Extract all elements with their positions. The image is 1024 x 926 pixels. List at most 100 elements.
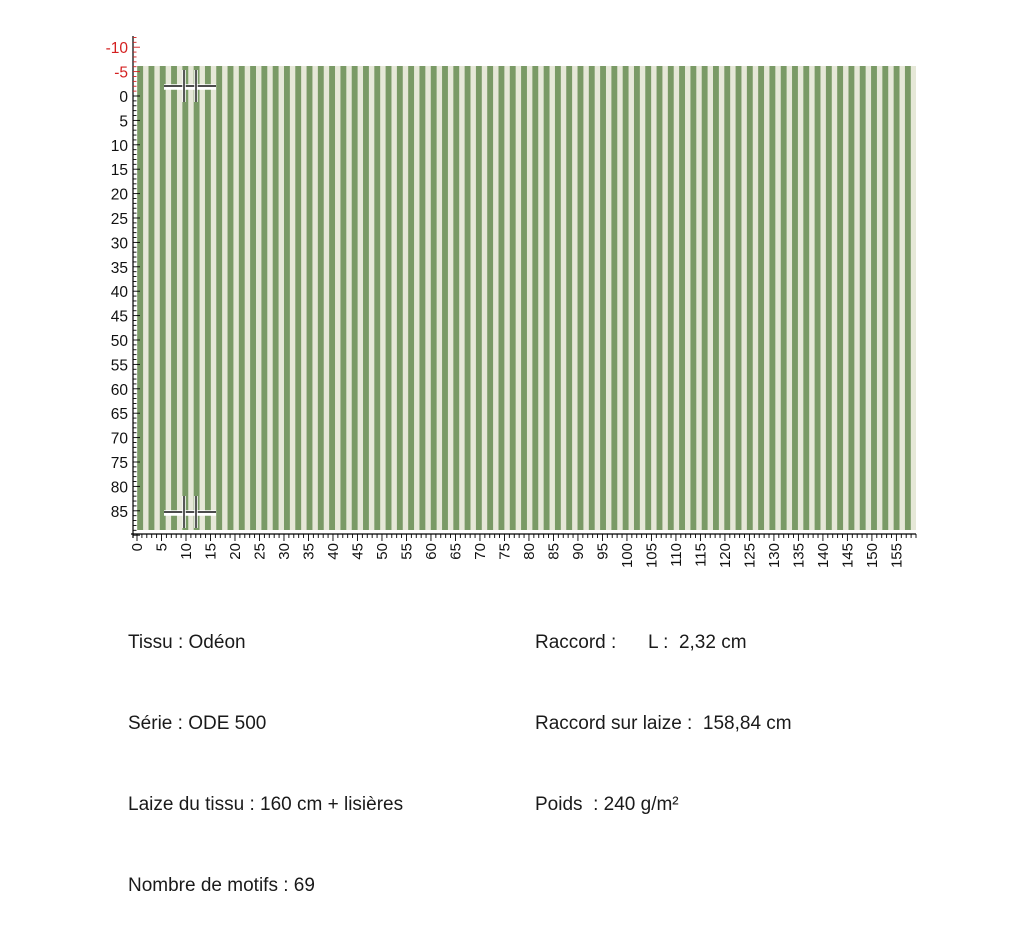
horizontal-tick-label: 155	[888, 543, 905, 568]
stripe-green	[690, 66, 697, 530]
vertical-tick-label: 30	[111, 235, 129, 252]
horizontal-tick-label: 95	[594, 543, 611, 560]
stripe-green	[306, 66, 313, 530]
stripe-green	[656, 66, 663, 530]
stripe-green	[611, 66, 618, 530]
stripe-green	[803, 66, 810, 530]
crosshair-top-left-icon	[164, 70, 216, 102]
stripe-green	[193, 66, 200, 530]
horizontal-tick-label: 25	[251, 543, 268, 560]
stripe-green	[509, 66, 516, 530]
stripe-green	[566, 66, 573, 530]
fabric-series: Série : ODE 500	[128, 713, 267, 734]
vertical-tick-label: 25	[111, 211, 128, 228]
stripe-green	[385, 66, 392, 530]
stripe-green	[769, 66, 776, 530]
fabric-width: Laize du tissu : 160 cm + lisières	[128, 794, 404, 815]
stripe-green	[837, 66, 844, 530]
stripe-green	[848, 66, 855, 530]
stripe-green	[261, 66, 268, 530]
horizontal-tick-label: 50	[374, 543, 391, 560]
stripe-green	[487, 66, 494, 530]
vertical-tick-label: 65	[111, 406, 128, 423]
stripe-green	[645, 66, 652, 530]
stripe-green	[746, 66, 753, 530]
vertical-tick-label: 0	[119, 89, 128, 106]
stripe-green	[600, 66, 606, 530]
stripe-green	[679, 66, 686, 530]
repeat-on-width: Raccord sur laize : 158,84 cm	[535, 713, 792, 734]
stripe-green	[543, 66, 550, 530]
horizontal-tick-label: 5	[153, 543, 170, 551]
stripe-green	[204, 66, 211, 530]
fabric-sheet: -10-50510152025303540455055606570758085 …	[106, 36, 917, 568]
horizontal-tick-label: 75	[496, 543, 513, 560]
vertical-tick-label: 10	[111, 138, 129, 155]
stripe-green	[351, 66, 358, 530]
vertical-ruler: -10 -5 0 5 10 15 20 25 30 35 40 45 50 55 60 65 70 75 80 85	[106, 36, 140, 538]
stripe-green	[633, 66, 640, 530]
vertical-tick-label: -10	[106, 40, 129, 57]
fabric-weight: Poids : 240 g/m²	[535, 794, 679, 815]
stripe-green	[272, 66, 279, 530]
pattern-repeat: Raccord : L : 2,32 cm	[535, 632, 747, 653]
horizontal-tick-label: 0	[129, 543, 146, 551]
horizontal-tick-label: 150	[864, 543, 881, 568]
stripe-green	[159, 66, 166, 530]
stripe-green	[667, 66, 674, 530]
horizontal-tick-label: 80	[521, 543, 538, 560]
horizontal-ruler: 0 5 10 15 20 25 30 35 40 45 50 55 60 65 70 75 80 85 90 95 10…	[129, 533, 917, 568]
stripe-green	[904, 66, 911, 530]
stripe-green	[577, 66, 584, 530]
horizontal-tick-label: 65	[447, 543, 464, 560]
stripe-green	[396, 66, 403, 530]
horizontal-tick-label: 100	[619, 543, 636, 568]
stripe-green	[588, 66, 595, 530]
horizontal-tick-label: 35	[300, 543, 317, 560]
stripe-green	[825, 66, 832, 530]
horizontal-tick-label: 10	[178, 543, 195, 560]
stripe-green	[498, 66, 505, 530]
stripe-green	[758, 66, 765, 530]
vertical-tick-label: 85	[111, 504, 128, 521]
stripe-green	[148, 66, 155, 530]
fabric-info-left: Tissu : Odéon Série : ODE 500 Laize du t…	[128, 575, 403, 926]
horizontal-tick-label: 140	[815, 543, 832, 568]
vertical-tick-label: 55	[111, 357, 128, 374]
vertical-tick-label: 5	[119, 113, 128, 130]
stripe-green	[216, 66, 223, 530]
vertical-tick-label: 15	[111, 162, 128, 179]
stripe-green	[713, 66, 719, 530]
stripe-green	[475, 66, 482, 530]
stripe-green	[340, 66, 347, 530]
stripe-green	[882, 66, 889, 530]
horizontal-tick-label: 70	[472, 543, 489, 560]
horizontal-tick-label: 55	[398, 543, 415, 560]
stripe-green	[419, 66, 426, 530]
fabric-name: Tissu : Odéon	[128, 632, 246, 653]
stripe-green	[317, 66, 324, 530]
vertical-tick-label: 40	[111, 284, 129, 301]
stripe-green	[724, 66, 731, 530]
motif-count: Nombre de motifs : 69	[128, 875, 315, 896]
vertical-tick-label: 35	[111, 260, 128, 277]
stripe-green	[735, 66, 742, 530]
stripe-green	[363, 66, 369, 530]
stripe-green	[453, 66, 460, 530]
horizontal-tick-label: 85	[545, 543, 562, 560]
fabric-info-right: Raccord : L : 2,32 cm Raccord sur laize …	[535, 575, 792, 845]
stripe-green	[250, 66, 256, 530]
stripe-green	[893, 66, 900, 530]
horizontal-tick-label: 125	[741, 543, 758, 568]
stripe-green	[374, 66, 381, 530]
stripe-green	[182, 66, 189, 530]
vertical-tick-label: 75	[111, 455, 128, 472]
vertical-tick-label: -5	[114, 65, 128, 82]
crosshair-bottom-left-icon	[164, 496, 216, 528]
stripe-green	[554, 66, 561, 530]
stripe-green	[792, 66, 798, 530]
horizontal-tick-label: 20	[227, 543, 244, 560]
stripe-green	[137, 66, 144, 530]
stripe-green	[814, 66, 821, 530]
vertical-tick-label: 80	[111, 479, 129, 496]
